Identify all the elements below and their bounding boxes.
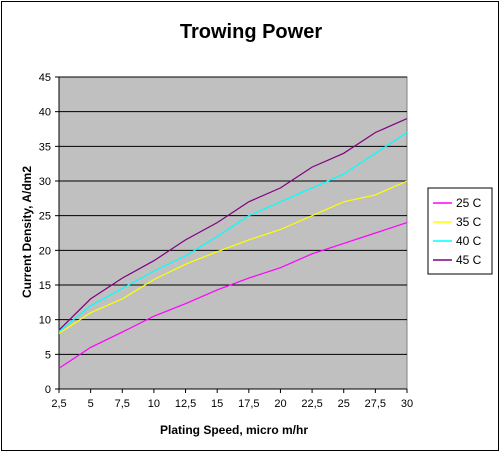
y-tick-label: 45 [39,72,51,84]
legend-label: 40 C [456,234,482,248]
x-tick-label: 22,5 [301,398,322,410]
legend-label: 35 C [456,215,482,229]
chart-title: Trowing Power [180,21,322,43]
series-line-1 [58,222,408,369]
x-tick-label: 17,5 [238,398,259,410]
x-tick-label: 5 [88,398,94,410]
x-tick-label: 25 [338,398,350,410]
legend-label: 45 C [456,253,482,267]
legend: 25 C 35 C 40 C 45 C [427,187,493,275]
series-line-3 [58,131,408,332]
y-axis-label: Current Density, A/dm2 [20,166,34,298]
y-tick-label: 35 [39,141,51,153]
x-tick-label: 20 [274,398,286,410]
y-tick-label: 10 [39,315,51,327]
legend-label: 25 C [456,196,482,210]
series-line-2 [58,180,408,335]
y-tick-label: 5 [45,349,51,361]
y-tick-label: 30 [39,176,51,188]
x-tick-label: 10 [148,398,160,410]
x-tick-label: 2,5 [51,398,66,410]
plot-background [58,76,408,390]
y-tick-label: 20 [39,245,51,257]
y-tick-label: 0 [45,384,51,396]
plot-area: 0 5 10 15 20 25 30 35 40 45 2,5 5 7,5 10 12,5 15 17,5 20 2… [39,72,413,410]
y-tick-label: 40 [39,107,51,119]
x-axis-label: Plating Speed, micro m/hr [160,423,308,437]
x-tick-label: 7,5 [115,398,130,410]
series-line-4 [58,118,408,331]
y-tick-label: 15 [39,280,51,292]
y-tick-label: 25 [39,211,51,223]
x-tick-label: 30 [401,398,413,410]
x-tick-label: 15 [211,398,223,410]
x-tick-label: 27,5 [365,398,386,410]
x-tick-label: 12,5 [175,398,196,410]
